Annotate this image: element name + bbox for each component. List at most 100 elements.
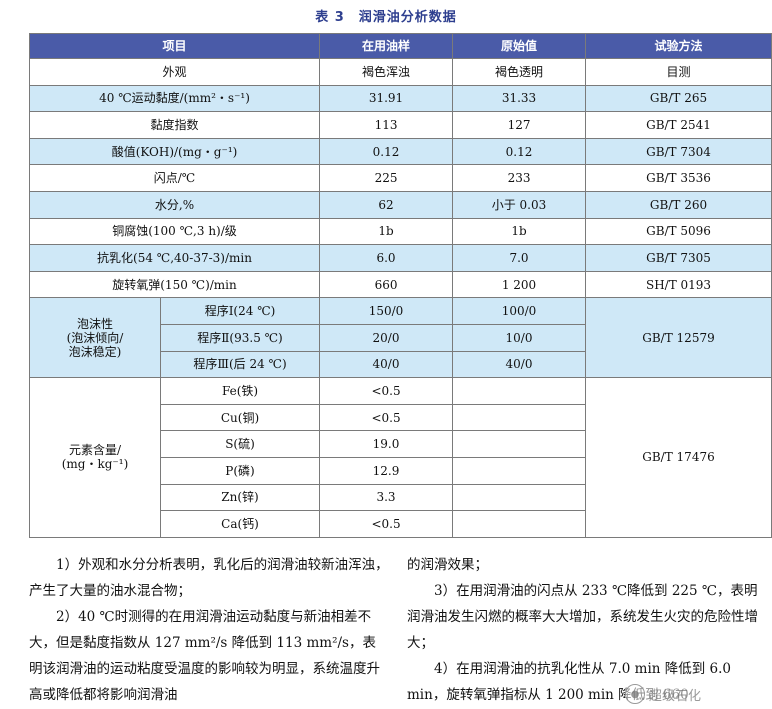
watermark-text: 超级石化: [649, 688, 702, 704]
cell-orig: 127: [452, 111, 587, 139]
cell-sub: 程序Ⅲ(后 24 ℃): [159, 350, 321, 379]
header-used: 在用油样: [319, 33, 454, 59]
paragraph: 1）外观和水分分析表明，乳化后的润滑油较新油浑浊，产生了大量的油水混合物；: [29, 557, 389, 599]
table-row: 程序Ⅲ(后 24 ℃) 40/0 40/0: [30, 350, 772, 379]
table-row: 元素含量/(mg・kg⁻¹) Fe(铁) <0.5 GB/T 17476: [29, 377, 772, 538]
cell-orig: 31.33: [452, 84, 587, 113]
table-row: Ca(钙) <0.5: [30, 510, 772, 538]
cell-orig: [452, 510, 587, 538]
cell-orig: 7.0: [452, 244, 587, 272]
cell-used: 1b: [319, 217, 454, 246]
cell-orig: 1 200: [452, 270, 587, 299]
cell-item: 40 ℃运动黏度/(mm²・s⁻¹): [28, 84, 321, 113]
cell-used: 褐色浑浊: [319, 58, 454, 86]
table-row: Cu(铜) <0.5: [30, 403, 772, 432]
paragraph: 3）在用润滑油的闪点从 233 ℃降低到 225 ℃，表明润滑油发生闪燃的概率大…: [407, 583, 758, 651]
cell-method: GB/T 265: [585, 84, 772, 113]
table-row: P(磷) 12.9: [30, 456, 772, 485]
cell-used: 20/0: [319, 323, 454, 352]
text-column-left: 1）外观和水分分析表明，乳化后的润滑油较新油浑浊，产生了大量的油水混合物； 2）…: [29, 552, 389, 708]
table-row: 40 ℃运动黏度/(mm²・s⁻¹) 31.91 31.33 GB/T 265: [28, 84, 772, 113]
table-row: 水分,% 62 小于 0.03 GB/T 260: [28, 190, 772, 219]
cell-method: GB/T 7305: [585, 244, 772, 272]
cell-item: 酸值(KOH)/(mg・g⁻¹): [28, 137, 321, 166]
cell-orig: 褐色透明: [452, 58, 587, 86]
cell-item: 水分,%: [28, 190, 321, 219]
cell-used: 12.9: [319, 456, 454, 485]
cell-orig: 10/0: [452, 323, 587, 352]
cell-item: 旋转氧弹(150 ℃)/min: [28, 270, 321, 299]
foam-label-line: 泡沫性: [76, 316, 113, 331]
foam-method: GB/T 12579: [585, 297, 772, 379]
table-row: 铜腐蚀(100 ℃,3 h)/级 1b 1b GB/T 5096: [28, 217, 772, 246]
cell-item: 外观: [28, 58, 321, 86]
cell-method: GB/T 2541: [585, 111, 772, 139]
cell-orig: [452, 403, 587, 432]
paragraph: 2）40 ℃时测得的在用润滑油运动黏度与新油相差不大，但是黏度指数从 127 m…: [29, 609, 380, 703]
elements-label-line: (mg・kg⁻¹): [61, 457, 129, 472]
cell-used: 225: [319, 164, 454, 192]
cell-used: 3.3: [319, 483, 454, 512]
table-row: 黏度指数 113 127 GB/T 2541: [28, 111, 772, 139]
cell-used: 31.91: [319, 84, 454, 113]
table-row: 泡沫性 (泡沫倾向/泡沫稳定) 程序Ⅰ(24 ℃) 150/0 100/0 GB/T 12…: [29, 297, 772, 379]
table-row: 程序Ⅱ(93.5 ℃) 20/0 10/0: [30, 323, 772, 352]
header-orig: 原始值: [452, 33, 587, 59]
cell-sub: 程序Ⅰ(24 ℃): [159, 297, 321, 325]
cell-used: 150/0: [319, 297, 454, 325]
cell-orig: 1b: [452, 217, 587, 246]
cell-orig: 100/0: [452, 297, 587, 325]
cell-used: 660: [319, 270, 454, 299]
table-row: 抗乳化(54 ℃,40-37-3)/min 6.0 7.0 GB/T 7305: [28, 244, 772, 272]
cell-used: 62: [319, 190, 454, 219]
table-row: Zn(锌) 3.3: [30, 483, 772, 512]
cell-sub: P(磷): [159, 456, 321, 485]
cell-orig: [452, 430, 587, 458]
foam-label: 泡沫性 (泡沫倾向/泡沫稳定): [29, 297, 161, 379]
cell-used: 19.0: [319, 430, 454, 458]
cell-orig: 233: [452, 164, 587, 192]
foam-label-line: 泡沫稳定): [68, 344, 122, 359]
cell-used: <0.5: [319, 377, 454, 405]
elements-label-line: 元素含量/: [68, 443, 122, 458]
cell-method: GB/T 7304: [585, 137, 772, 166]
cell-used: 40/0: [319, 350, 454, 379]
table-row: 酸值(KOH)/(mg・g⁻¹) 0.12 0.12 GB/T 7304: [28, 137, 772, 166]
paragraph: 4）在用润滑油的抗乳化性从 7.0 min 降低到 6.0 min，旋转氧弹指标…: [407, 661, 732, 703]
paragraph: 的润滑效果；: [407, 557, 488, 573]
cell-orig: 0.12: [452, 137, 587, 166]
cell-item: 黏度指数: [28, 111, 321, 139]
cell-method: 目测: [585, 58, 772, 86]
wechat-icon: ●: [625, 684, 645, 704]
cell-orig: [452, 377, 587, 405]
elements-method: GB/T 17476: [585, 377, 772, 538]
cell-orig: [452, 456, 587, 485]
cell-sub: Fe(铁): [159, 377, 321, 405]
table-row: S(硫) 19.0: [30, 430, 772, 458]
cell-orig: 小于 0.03: [452, 190, 587, 219]
cell-method: GB/T 3536: [585, 164, 772, 192]
cell-method: SH/T 0193: [585, 270, 772, 299]
lubricant-analysis-table: 项目 在用油样 原始值 试验方法 外观 褐色浑浊 褐色透明 目测 40 ℃运动黏度/(m…: [28, 33, 772, 538]
table-header-row: 项目 在用油样 原始值 试验方法: [28, 33, 772, 59]
cell-sub: Zn(锌): [159, 483, 321, 512]
cell-method: GB/T 260: [585, 190, 772, 219]
cell-used: <0.5: [319, 510, 454, 538]
cell-sub: Cu(铜): [159, 403, 321, 432]
table-row: 闪点/℃ 225 233 GB/T 3536: [28, 164, 772, 192]
cell-method: GB/T 5096: [585, 217, 772, 246]
cell-orig: 40/0: [452, 350, 587, 379]
table-row: 外观 褐色浑浊 褐色透明 目测: [28, 58, 772, 86]
watermark: ● 超级石化: [625, 684, 702, 704]
text-column-right: 的润滑效果； 3）在用润滑油的闪点从 233 ℃降低到 225 ℃，表明润滑油发…: [407, 552, 767, 708]
cell-orig: [452, 483, 587, 512]
table-caption: 表 3 润滑油分析数据: [315, 10, 457, 25]
cell-item: 铜腐蚀(100 ℃,3 h)/级: [28, 217, 321, 246]
elements-label: 元素含量/(mg・kg⁻¹): [29, 377, 161, 538]
cell-item: 抗乳化(54 ℃,40-37-3)/min: [28, 244, 321, 272]
cell-used: <0.5: [319, 403, 454, 432]
table-row: 旋转氧弹(150 ℃)/min 660 1 200 SH/T 0193: [28, 270, 772, 299]
header-item: 项目: [28, 33, 321, 59]
cell-sub: S(硫): [159, 430, 321, 458]
cell-sub: Ca(钙): [159, 510, 321, 538]
